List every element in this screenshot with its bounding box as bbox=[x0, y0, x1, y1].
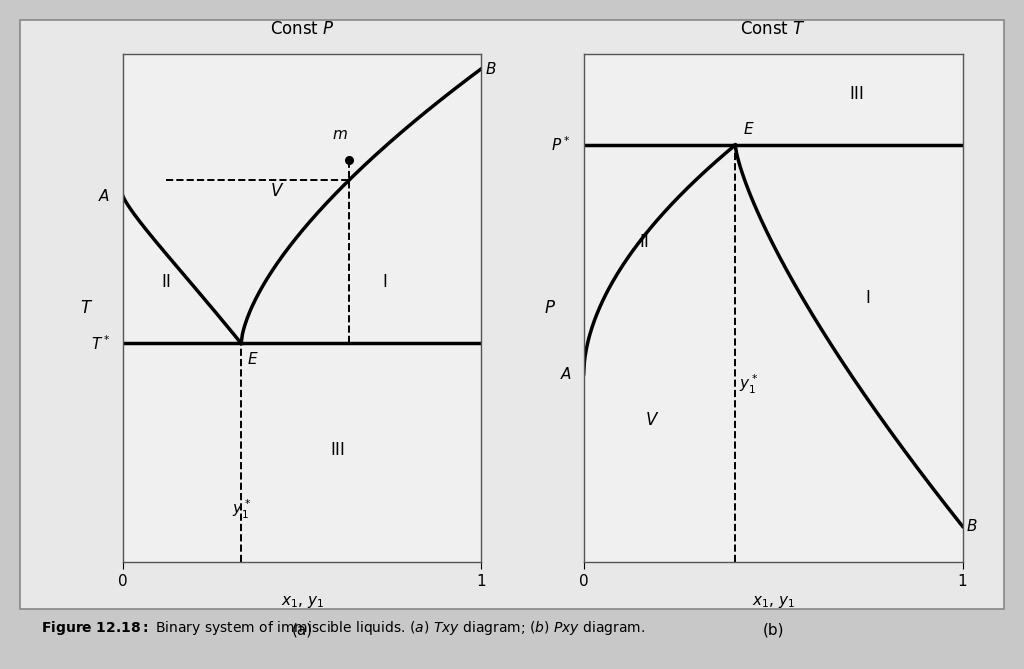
Text: $E$: $E$ bbox=[742, 121, 755, 137]
Text: $\mathrm{I}$: $\mathrm{I}$ bbox=[865, 288, 870, 306]
X-axis label: $x_1$, $y_1$: $x_1$, $y_1$ bbox=[752, 594, 795, 610]
Text: $m$: $m$ bbox=[332, 128, 347, 142]
Text: $\mathrm{III}$: $\mathrm{III}$ bbox=[849, 85, 864, 103]
Text: $B$: $B$ bbox=[485, 61, 497, 77]
Text: $T$: $T$ bbox=[81, 299, 93, 316]
Text: $\mathrm{III}$: $\mathrm{III}$ bbox=[331, 441, 345, 459]
Text: $A$: $A$ bbox=[560, 366, 572, 382]
Text: Const $P$: Const $P$ bbox=[269, 20, 335, 38]
Text: $T^*$: $T^*$ bbox=[91, 334, 111, 353]
Text: $y_1^*$: $y_1^*$ bbox=[739, 373, 759, 395]
Text: $B$: $B$ bbox=[967, 518, 978, 535]
Text: $P^*$: $P^*$ bbox=[551, 136, 570, 155]
Text: $E$: $E$ bbox=[247, 351, 258, 367]
Text: $\mathrm{II}$: $\mathrm{II}$ bbox=[639, 233, 649, 251]
Text: (b): (b) bbox=[763, 623, 783, 638]
X-axis label: $x_1$, $y_1$: $x_1$, $y_1$ bbox=[281, 594, 324, 610]
Text: $\mathrm{II}$: $\mathrm{II}$ bbox=[161, 274, 171, 291]
Text: (a): (a) bbox=[292, 623, 312, 638]
Text: $V$: $V$ bbox=[645, 411, 659, 429]
Text: $\mathrm{I}$: $\mathrm{I}$ bbox=[382, 274, 387, 291]
Text: $\mathbf{Figure\ 12.18:}$ Binary system of immiscible liquids. $(a)$ $Txy$ diagr: $\mathbf{Figure\ 12.18:}$ Binary system … bbox=[41, 619, 645, 637]
Text: $P$: $P$ bbox=[544, 299, 556, 316]
Text: $V$: $V$ bbox=[269, 182, 285, 200]
Text: $A$: $A$ bbox=[98, 188, 111, 204]
Text: $y_1^*$: $y_1^*$ bbox=[231, 498, 251, 521]
Text: Const $T$: Const $T$ bbox=[740, 20, 806, 38]
